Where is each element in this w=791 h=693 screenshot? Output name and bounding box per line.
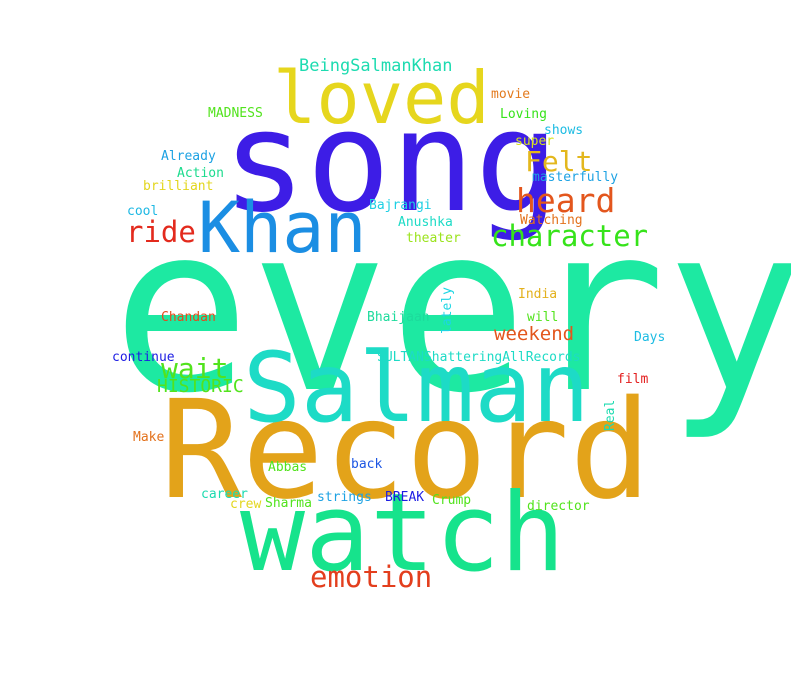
word-character: character [491, 219, 649, 253]
word-crump: Crump [432, 493, 472, 508]
word-watch: watch [240, 471, 566, 596]
word-movie: movie [491, 87, 531, 102]
word-film: film [617, 372, 649, 387]
word-ride: ride [126, 215, 196, 249]
word-anushka: Anushka [398, 215, 453, 230]
word-heard: heard [516, 181, 616, 220]
word-felt: Felt [525, 145, 593, 178]
word-director: director [527, 499, 590, 514]
word-wait: wait [161, 352, 229, 385]
word-lately: lately [440, 287, 455, 334]
word-madness: MADNESS [208, 106, 263, 121]
word-watching: Watching [520, 213, 583, 228]
word-continue: continue [112, 350, 175, 365]
word-strings: strings [317, 490, 372, 505]
word-action: Action [177, 166, 224, 181]
word-weekend: weekend [494, 323, 575, 345]
word-real: Real [603, 399, 618, 431]
word-bhaijaan: Bhaijaan [367, 310, 430, 325]
word-crew: crew [230, 497, 262, 512]
word-theater: theater [406, 231, 461, 246]
word-career: career [201, 487, 248, 502]
word-days: Days [634, 330, 666, 345]
word-khan: Khan [198, 187, 367, 269]
word-salman: Salman [243, 332, 590, 444]
word-loving: Loving [500, 107, 547, 122]
word-masterfully: masterfully [532, 170, 619, 185]
word-shows: shows [544, 123, 584, 138]
word-song: song [222, 81, 560, 244]
word-beingsalmankhan: BeingSalmanKhan [299, 56, 453, 76]
word-record: Record [160, 372, 652, 530]
word-will: will [527, 310, 559, 325]
word-sultanshatteringallrecords: SULTANShatteringAllRecords [377, 350, 581, 365]
word-back: back [351, 457, 383, 472]
word-break: BREAK [385, 490, 425, 505]
word-historic: HISTORIC [157, 376, 244, 397]
word-india: India [518, 287, 558, 302]
word-every: every [112, 177, 791, 444]
word-abbas: Abbas [268, 460, 308, 475]
word-already: Already [161, 149, 216, 164]
word-bajrangi: Bajrangi [369, 198, 432, 213]
word-super: super [515, 134, 555, 149]
word-sharma: Sharma [265, 496, 312, 511]
word-brilliant: brilliant [143, 179, 214, 194]
word-cool: cool [127, 204, 159, 219]
word-emotion: emotion [310, 560, 433, 594]
word-loved: loved [273, 56, 490, 140]
word-make: Make [133, 430, 165, 445]
word-chandan: Chandan [161, 310, 216, 325]
